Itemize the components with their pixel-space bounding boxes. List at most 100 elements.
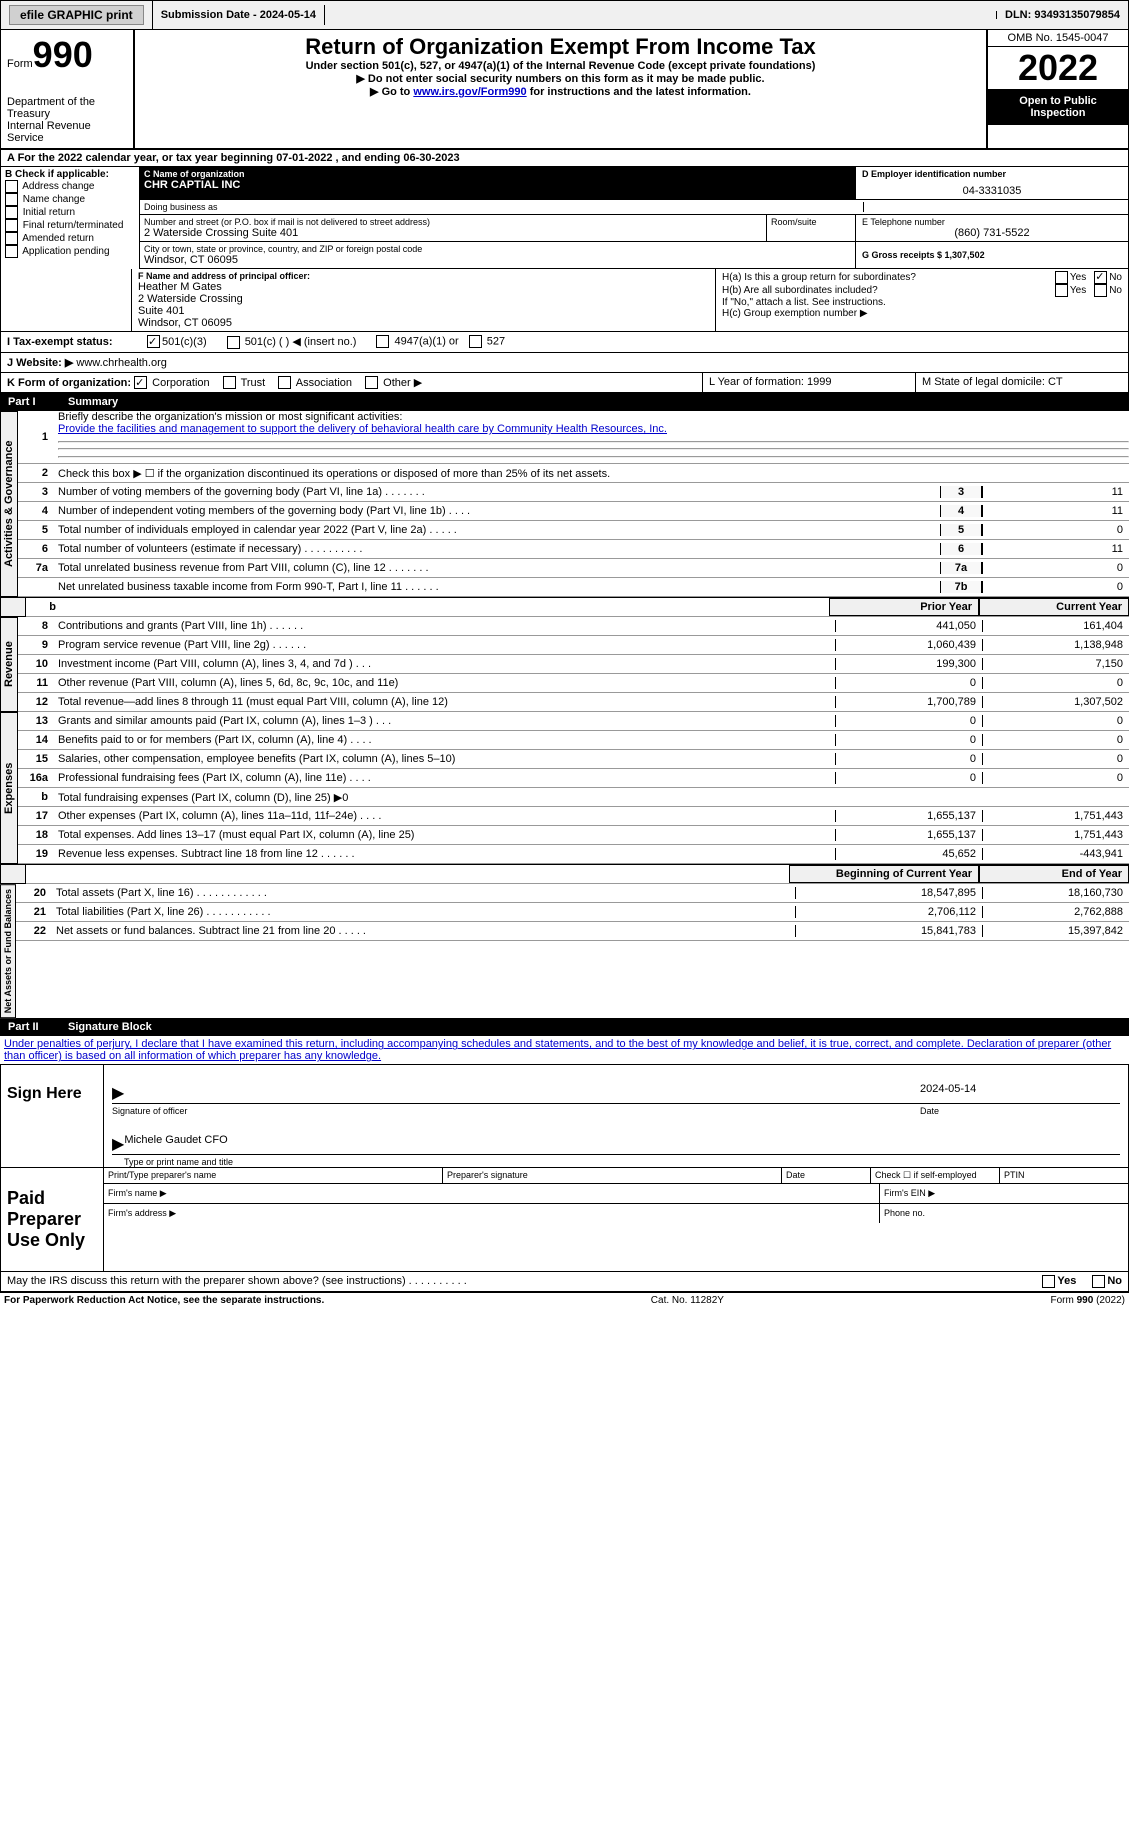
end-year-header: End of Year — [979, 865, 1129, 883]
501c-checkbox[interactable] — [227, 336, 240, 349]
4947-checkbox[interactable] — [376, 335, 389, 348]
summary-row: bTotal fundraising expenses (Part IX, co… — [18, 788, 1129, 807]
other-checkbox[interactable] — [365, 376, 378, 389]
summary-row: 20Total assets (Part X, line 16) . . . .… — [16, 884, 1129, 903]
b-checkbox[interactable] — [5, 219, 18, 232]
efile-print-button[interactable]: efile GRAPHIC print — [9, 5, 144, 25]
ssn-note: ▶ Do not enter social security numbers o… — [139, 72, 982, 85]
discuss-yes-checkbox[interactable] — [1042, 1275, 1055, 1288]
prep-sig-label: Preparer's signature — [443, 1168, 782, 1183]
arrow-icon: ▶ — [112, 1134, 124, 1154]
summary-row: 18Total expenses. Add lines 13–17 (must … — [18, 826, 1129, 845]
open-inspection: Open to Public Inspection — [988, 89, 1128, 125]
section-j: J Website: ▶ www.chrhealth.org — [0, 353, 1129, 373]
hb-no-checkbox[interactable] — [1094, 284, 1107, 297]
footer: For Paperwork Reduction Act Notice, see … — [0, 1292, 1129, 1308]
vlabel-expenses: Expenses — [0, 712, 18, 864]
vlabel-netassets: Net Assets or Fund Balances — [0, 884, 16, 1018]
assoc-checkbox[interactable] — [278, 376, 291, 389]
section-k: K Form of organization: Corporation Trus… — [1, 373, 702, 393]
city-label: City or town, state or province, country… — [144, 244, 851, 254]
summary-row: 9Program service revenue (Part VIII, lin… — [18, 636, 1129, 655]
part2-header: Part II Signature Block — [0, 1018, 1129, 1036]
dept-treasury: Department of the Treasury — [7, 96, 127, 120]
summary-row: Net unrelated business taxable income fr… — [18, 578, 1129, 597]
street-label: Number and street (or P.O. box if mail i… — [144, 217, 762, 227]
self-employed-label: Check ☐ if self-employed — [871, 1168, 1000, 1183]
section-l: L Year of formation: 1999 — [702, 373, 915, 393]
form-subtitle: Under section 501(c), 527, or 4947(a)(1)… — [139, 60, 982, 72]
section-h: H(a) Is this a group return for subordin… — [715, 269, 1128, 331]
mission-text[interactable]: Provide the facilities and management to… — [58, 423, 667, 435]
hb-yes-checkbox[interactable] — [1055, 284, 1068, 297]
summary-row: 7aTotal unrelated business revenue from … — [18, 559, 1129, 578]
prep-name-label: Print/Type preparer's name — [104, 1168, 443, 1183]
omb-number: OMB No. 1545-0047 — [988, 30, 1128, 47]
trust-checkbox[interactable] — [223, 376, 236, 389]
summary-row: 19Revenue less expenses. Subtract line 1… — [18, 845, 1129, 864]
form-word: Form — [7, 58, 33, 70]
summary-row: 4Number of independent voting members of… — [18, 502, 1129, 521]
irs-label: Internal Revenue Service — [7, 120, 127, 144]
room-label: Room/suite — [766, 215, 855, 241]
tax-period: A For the 2022 calendar year, or tax yea… — [0, 149, 1129, 167]
type-name-label: Type or print name and title — [104, 1157, 1128, 1167]
perjury-declaration: Under penalties of perjury, I declare th… — [0, 1036, 1129, 1064]
summary-row: 11Other revenue (Part VIII, column (A), … — [18, 674, 1129, 693]
summary-row: 17Other expenses (Part IX, column (A), l… — [18, 807, 1129, 826]
street-value: 2 Waterside Crossing Suite 401 — [144, 227, 762, 239]
firm-name-label: Firm's name ▶ — [104, 1184, 879, 1203]
ha-yes-checkbox[interactable] — [1055, 271, 1068, 284]
prep-date-label: Date — [782, 1168, 871, 1183]
527-checkbox[interactable] — [469, 335, 482, 348]
summary-row: 14Benefits paid to or for members (Part … — [18, 731, 1129, 750]
summary-row: 22Net assets or fund balances. Subtract … — [16, 922, 1129, 941]
current-year-header: Current Year — [979, 598, 1129, 616]
sig-officer-label: Signature of officer — [112, 1106, 920, 1116]
b-checkbox[interactable] — [5, 193, 18, 206]
phone-no-label: Phone no. — [879, 1204, 1128, 1223]
summary-row: 12Total revenue—add lines 8 through 11 (… — [18, 693, 1129, 712]
tax-year: 2022 — [988, 47, 1128, 89]
arrow-icon: ▶ — [112, 1083, 124, 1103]
firm-addr-label: Firm's address ▶ — [104, 1204, 879, 1223]
irs-link[interactable]: www.irs.gov/Form990 — [413, 86, 526, 98]
dba-label: Doing business as — [144, 202, 863, 212]
b-checkbox[interactable] — [5, 232, 18, 245]
corp-checkbox[interactable] — [134, 376, 147, 389]
city-value: Windsor, CT 06095 — [144, 254, 851, 266]
officer-name: Michele Gaudet CFO — [124, 1134, 227, 1154]
top-bar: efile GRAPHIC print Submission Date - 20… — [0, 0, 1129, 30]
discuss-no-checkbox[interactable] — [1092, 1275, 1105, 1288]
b-checkbox[interactable] — [5, 206, 18, 219]
date-label: Date — [920, 1106, 1120, 1116]
paid-preparer-block: Paid Preparer Use Only Print/Type prepar… — [0, 1168, 1129, 1272]
ein-value: 04-3331035 — [862, 185, 1122, 197]
ha-no-checkbox[interactable] — [1094, 271, 1107, 284]
prior-year-header: Prior Year — [829, 598, 979, 616]
summary-row: 5Total number of individuals employed in… — [18, 521, 1129, 540]
line2-text: Check this box ▶ ☐ if the organization d… — [54, 467, 1129, 480]
summary-row: 8Contributions and grants (Part VIII, li… — [18, 617, 1129, 636]
phone-label: E Telephone number — [862, 217, 1122, 227]
part1-header: Part I Summary — [0, 393, 1129, 411]
501c3-checkbox[interactable] — [147, 335, 160, 348]
section-b: B Check if applicable: Address change Na… — [1, 167, 140, 269]
submission-date: Submission Date - 2024-05-14 — [153, 5, 325, 25]
form-header: Form990 Department of the Treasury Inter… — [0, 30, 1129, 149]
dln: DLN: 93493135079854 — [997, 5, 1128, 25]
summary-row: 16aProfessional fundraising fees (Part I… — [18, 769, 1129, 788]
summary-row: 10Investment income (Part VIII, column (… — [18, 655, 1129, 674]
begin-year-header: Beginning of Current Year — [789, 865, 979, 883]
b-checkbox[interactable] — [5, 180, 18, 193]
may-discuss-row: May the IRS discuss this return with the… — [0, 1272, 1129, 1292]
summary-row: 15Salaries, other compensation, employee… — [18, 750, 1129, 769]
sign-here-block: Sign Here ▶ 2024-05-14 Signature of offi… — [0, 1064, 1129, 1168]
ptin-label: PTIN — [1000, 1168, 1128, 1183]
summary-row: 13Grants and similar amounts paid (Part … — [18, 712, 1129, 731]
org-name-label: C Name of organization — [144, 169, 851, 179]
firm-ein-label: Firm's EIN ▶ — [879, 1184, 1128, 1203]
b-checkbox[interactable] — [5, 245, 18, 258]
section-m: M State of legal domicile: CT — [915, 373, 1128, 393]
summary-row: 3Number of voting members of the governi… — [18, 483, 1129, 502]
